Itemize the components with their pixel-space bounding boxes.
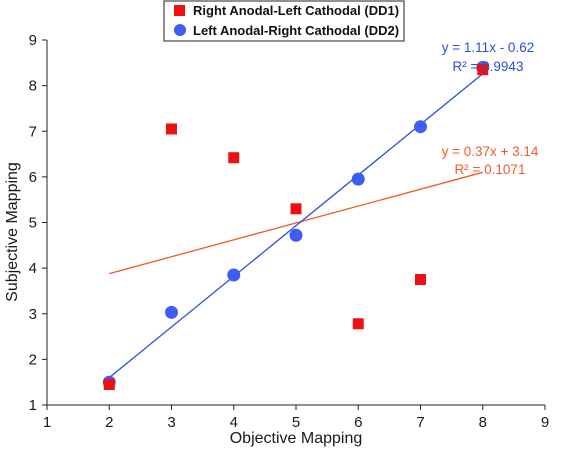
dd2-equation: y = 1.11x - 0.62 — [442, 40, 534, 55]
data-points — [102, 60, 490, 390]
y-tick-label: 3 — [29, 306, 37, 323]
data-point-series-1 — [290, 203, 302, 215]
legend-box — [163, 0, 405, 42]
data-point-series-1 — [477, 64, 489, 76]
data-point-series-2 — [227, 268, 241, 282]
x-tick-label: 6 — [354, 414, 362, 431]
data-point-series-1 — [228, 152, 240, 164]
data-point-series-1 — [352, 318, 364, 330]
y-tick-label: 7 — [29, 123, 37, 140]
y-tick-label: 9 — [29, 32, 37, 49]
data-point-series-1 — [166, 123, 177, 135]
data-point-series-1 — [103, 378, 115, 390]
y-axis-title: Subjective Mapping — [4, 162, 21, 302]
y-tick-label: 8 — [29, 78, 37, 95]
legend-marker-dd2 — [174, 24, 186, 36]
dd1-equation: y = 0.37x + 3.14 — [442, 144, 539, 159]
legend: Right Anodal-Left Cathodal (DD1) Left An… — [163, 0, 405, 42]
legend-label-dd2: Left Anodal-Right Cathodal (DD2) — [193, 23, 399, 38]
data-point-series-2 — [289, 228, 303, 242]
x-tick-label: 2 — [105, 414, 113, 431]
y-tick-label: 6 — [29, 169, 37, 186]
trendlines — [108, 73, 484, 379]
x-tick-labels: 1 2 3 4 5 6 7 8 9 — [43, 405, 549, 431]
trendline-series-1 — [109, 171, 483, 275]
y-tick-label: 1 — [29, 397, 37, 414]
x-tick-label: 8 — [479, 414, 487, 431]
x-tick-label: 7 — [416, 414, 424, 431]
dd2-r-squared: R² = 0.9943 — [453, 59, 524, 74]
data-point-series-1 — [415, 274, 426, 286]
x-tick-label: 9 — [541, 414, 549, 431]
data-point-series-2 — [165, 305, 178, 319]
data-point-series-2 — [351, 172, 365, 186]
legend-label-dd1: Right Anodal-Left Cathodal (DD1) — [193, 3, 399, 18]
x-tick-label: 4 — [230, 414, 238, 431]
x-tick-label: 5 — [292, 414, 300, 431]
data-point-series-2 — [414, 120, 427, 134]
x-tick-label: 3 — [167, 414, 175, 431]
x-tick-label: 1 — [43, 414, 51, 431]
trendline-series-2 — [108, 73, 484, 379]
y-tick-label: 5 — [29, 215, 37, 232]
y-tick-labels: 1 2 3 4 5 6 7 8 9 — [29, 32, 47, 414]
y-tick-label: 4 — [29, 260, 37, 277]
legend-marker-dd1 — [174, 5, 185, 16]
dd1-r-squared: R² = 0.1071 — [455, 162, 526, 177]
y-tick-label: 2 — [29, 351, 37, 368]
trendline-equations: y = 1.11x - 0.62 R² = 0.9943 y = 0.37x +… — [442, 40, 539, 177]
x-axis-title: Objective Mapping — [230, 430, 363, 447]
